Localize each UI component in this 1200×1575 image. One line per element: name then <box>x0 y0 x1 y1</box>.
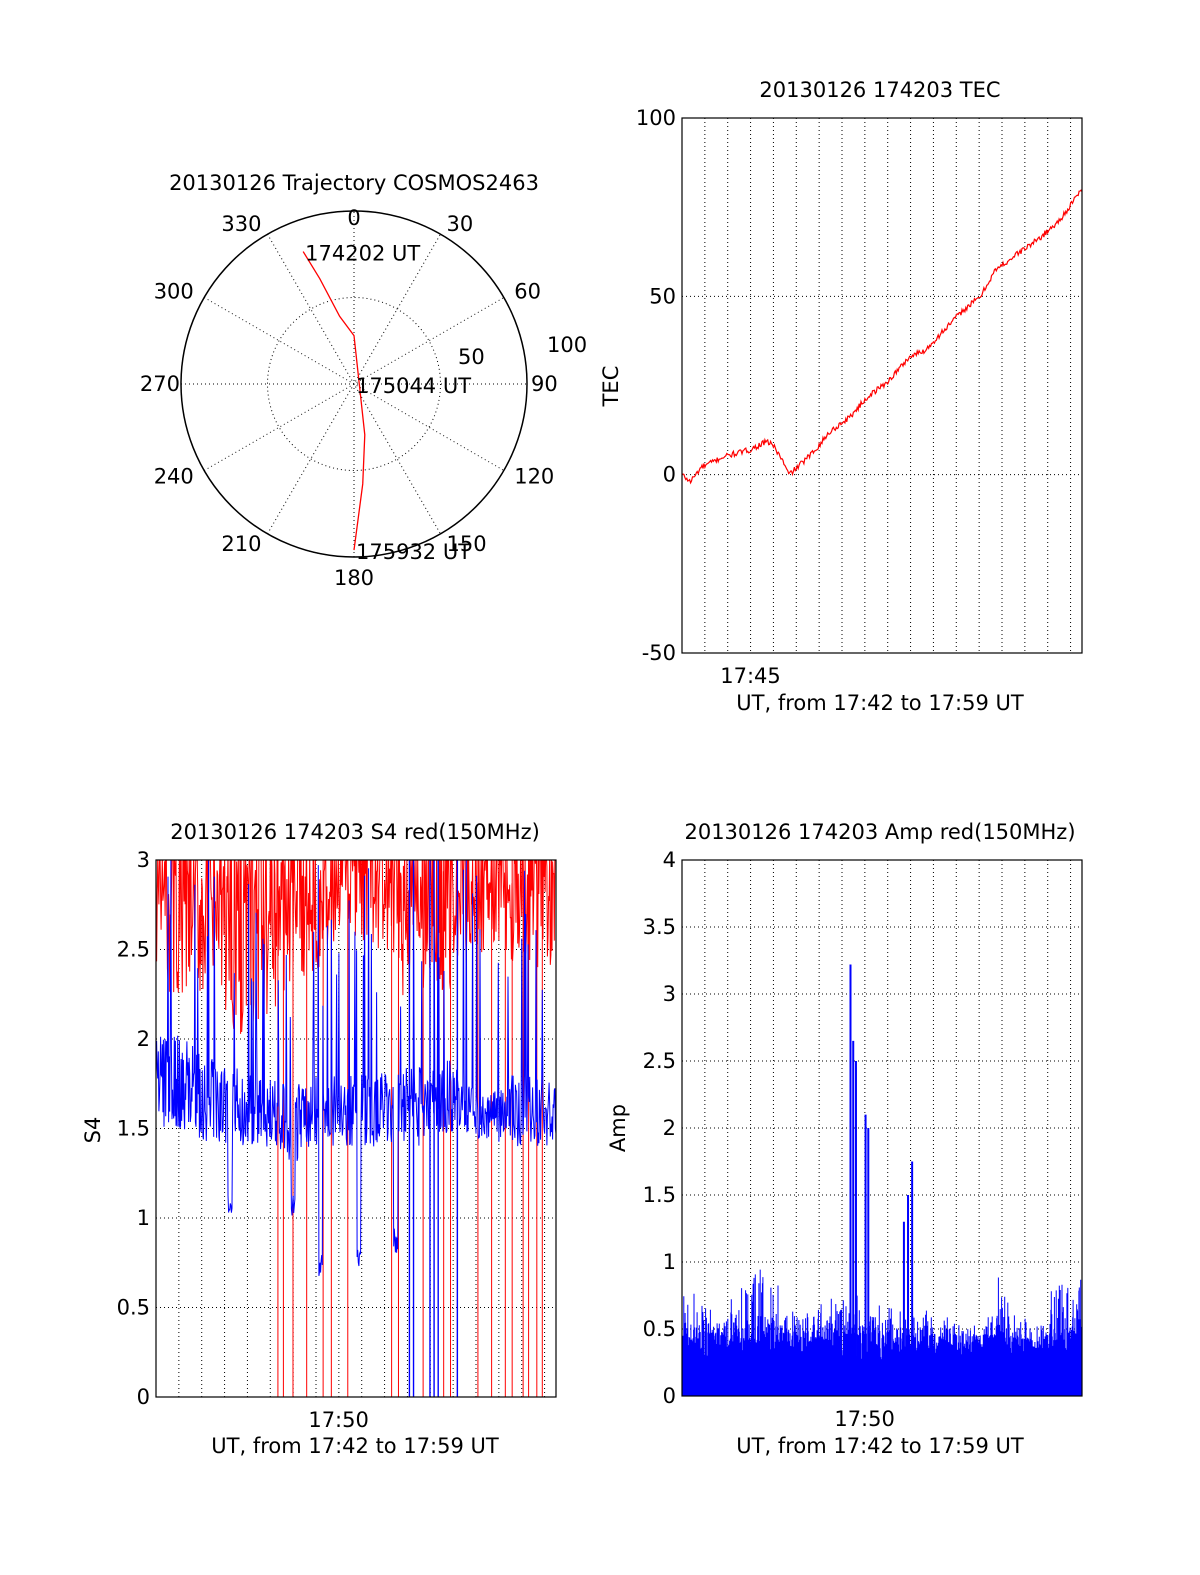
amp-ytick-label-0: 0 <box>663 1384 676 1408</box>
tec-ytick-label-0: -50 <box>642 641 676 665</box>
amp-base-fill <box>682 1362 1082 1396</box>
polar-angle-label-5: 150 <box>447 532 487 556</box>
polar-trajectory: 174202 UT 175044 UT 175932 UT <box>302 242 471 564</box>
polar-ring-0 <box>267 297 441 471</box>
polar-angle-label-0: 0 <box>347 206 360 230</box>
polar-spoke-150 <box>267 233 441 535</box>
polar-annotation-1: 175044 UT <box>356 374 471 398</box>
polar-trajectory-line <box>302 251 366 551</box>
amp-ytick-label-6: 3 <box>663 982 676 1006</box>
s4-axes-frame <box>155 859 557 1398</box>
amp-xtick-label: 17:50 <box>834 1407 895 1431</box>
amp-ylabel: Amp <box>606 1104 630 1152</box>
polar-annotation-2: 175932 UT <box>356 540 471 564</box>
tec-ytick-label-1: 0 <box>663 463 676 487</box>
polar-angle-label-6: 180 <box>334 566 374 590</box>
tec-title: 20130126 174203 TEC <box>759 78 1000 102</box>
s4-plot: 0 0.5 1 1.5 2 2.5 3 17:50 <box>117 848 557 1432</box>
s4-red-trace <box>156 860 556 1034</box>
tec-panel: 20130126 174203 TEC UT, from 17:42 to 17… <box>599 78 1083 715</box>
s4-ytick-label-6: 3 <box>137 848 150 872</box>
s4-xlabel: UT, from 17:42 to 17:59 UT <box>211 1434 499 1458</box>
tec-xtick-label: 17:45 <box>720 664 781 688</box>
amp-ytick-label-4: 2 <box>663 1116 676 1140</box>
polar-angle-label-11: 330 <box>221 212 261 236</box>
s4-xtick-label: 17:50 <box>308 1408 369 1432</box>
tec-xlabel: UT, from 17:42 to 17:59 UT <box>736 691 1024 715</box>
polar-labels: 0 30 60 90 120 150 180 210 240 270 300 330 50 100 <box>140 206 587 590</box>
polar-radial-label-0: 50 <box>458 345 485 369</box>
tec-ylabel: TEC <box>599 366 623 408</box>
polar-angle-label-7: 210 <box>221 532 261 556</box>
amp-plot: 0 0.5 1 1.5 2 2.5 3 3.5 4 17:50 <box>643 848 1083 1431</box>
polar-angle-label-3: 90 <box>531 372 558 396</box>
polar-title: 20130126 Trajectory COSMOS2463 <box>169 171 539 195</box>
polar-ring-1 <box>180 210 528 558</box>
s4-ylabel: S4 <box>81 1117 105 1144</box>
amp-xlabel: UT, from 17:42 to 17:59 UT <box>736 1434 1024 1458</box>
tec-axes-frame <box>681 117 1083 654</box>
amp-ytick-label-1: 0.5 <box>643 1317 676 1341</box>
polar-panel: 20130126 Trajectory COSMOS2463 0 30 60 90 12… <box>140 171 587 590</box>
s4-data <box>156 860 556 1397</box>
s4-blue-trace <box>156 860 556 1276</box>
amp-ytick-label-2: 1 <box>663 1250 676 1274</box>
polar-radial-label-1: 100 <box>547 333 587 357</box>
s4-ytick-label-0: 0 <box>137 1385 150 1409</box>
polar-grid <box>180 210 528 558</box>
polar-angle-label-2: 60 <box>514 280 541 304</box>
amp-title: 20130126 174203 Amp red(150MHz) <box>684 820 1075 844</box>
s4-ytick-label-5: 2.5 <box>117 938 150 962</box>
polar-annotation-0: 174202 UT <box>305 242 420 266</box>
s4-ytick-label-1: 0.5 <box>117 1296 150 1320</box>
amp-ytick-label-3: 1.5 <box>643 1183 676 1207</box>
amp-ytick-label-8: 4 <box>663 848 676 872</box>
s4-ytick-label-4: 2 <box>137 1027 150 1051</box>
polar-angle-label-8: 240 <box>154 465 194 489</box>
amp-panel: 20130126 174203 Amp red(150MHz) UT, from… <box>606 820 1083 1458</box>
tec-ytick-label-2: 50 <box>649 284 676 308</box>
polar-angle-label-4: 120 <box>514 465 554 489</box>
s4-title: 20130126 174203 S4 red(150MHz) <box>170 820 540 844</box>
amp-ytick-label-7: 3.5 <box>643 915 676 939</box>
polar-angle-label-9: 270 <box>140 372 180 396</box>
tec-plot: -50 0 50 100 17:45 <box>636 106 1083 688</box>
s4-ytick-label-3: 1.5 <box>117 1117 150 1141</box>
tec-series-line <box>681 189 1083 485</box>
polar-angle-label-1: 30 <box>447 212 474 236</box>
s4-ytick-label-2: 1 <box>137 1206 150 1230</box>
polar-angle-label-10: 300 <box>154 280 194 304</box>
amp-ytick-label-5: 2.5 <box>643 1049 676 1073</box>
tec-ytick-label-3: 100 <box>636 106 676 130</box>
s4-panel: 20130126 174203 S4 red(150MHz) UT, from … <box>81 820 557 1458</box>
amp-axes-frame <box>681 859 1083 1397</box>
